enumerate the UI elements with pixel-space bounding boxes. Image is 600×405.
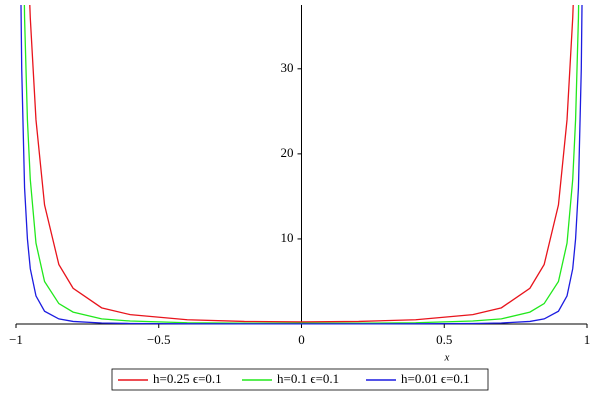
legend-label: h=0.01 ϵ=0.1 <box>401 371 470 386</box>
x-tick-label: 1 <box>584 332 591 347</box>
x-axis-label: x <box>444 352 450 364</box>
x-tick-label: −1 <box>9 332 23 347</box>
series-line <box>20 5 583 325</box>
legend-label: h=0.1 ϵ=0.1 <box>277 371 339 386</box>
series-line <box>29 5 574 323</box>
y-tick-label: 20 <box>281 145 294 160</box>
y-tick-label: 10 <box>281 230 294 245</box>
x-tick-label: −0.5 <box>147 332 171 347</box>
x-tick-label: 0.5 <box>436 332 452 347</box>
series-line <box>23 5 580 324</box>
y-tick-label: 30 <box>281 60 294 75</box>
legend-box <box>111 368 489 391</box>
legend-label: h=0.25 ϵ=0.1 <box>153 371 222 386</box>
x-tick-label: 0 <box>298 332 305 347</box>
